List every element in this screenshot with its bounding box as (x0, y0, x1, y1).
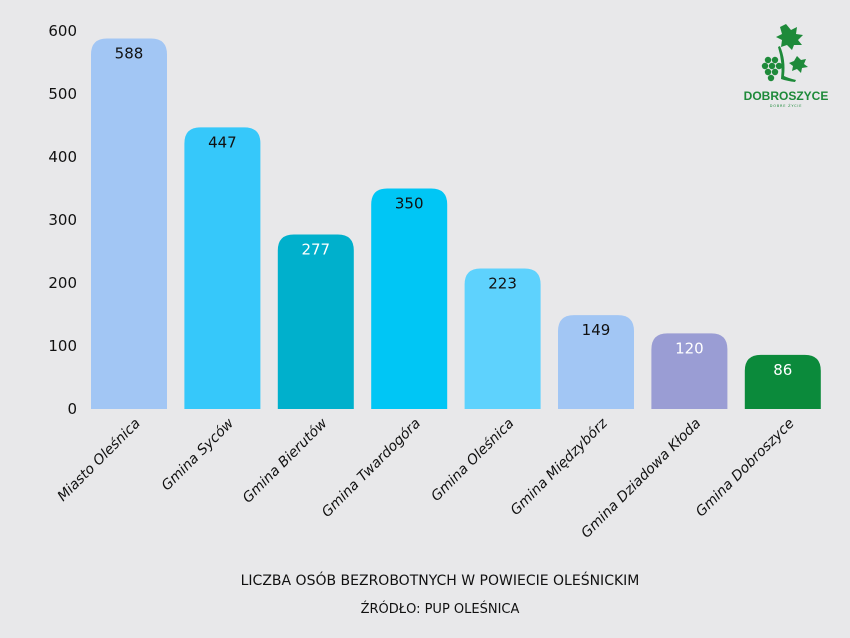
bar (464, 268, 541, 409)
data-label: 588 (115, 45, 144, 63)
logo: DOBROSZYCE DOBRE ŻYCIE (744, 24, 829, 108)
x-tick-label: Gmina Bierutów (240, 415, 331, 506)
logo-tagline: DOBRE ŻYCIE (770, 103, 802, 108)
chart-title: LICZBA OSÓB BEZROBOTNYCH W POWIECIE OLEŚ… (241, 571, 640, 589)
x-axis: Miasto Oleśnica Gmina Syców Gmina Bierutów… (55, 415, 798, 541)
bar (371, 188, 448, 409)
grape-vine-icon (761, 24, 808, 82)
bar (91, 38, 167, 410)
data-label: 86 (773, 361, 792, 379)
bar (744, 354, 821, 409)
x-tick-label: Gmina Syców (159, 415, 238, 494)
x-tick-label: Gmina Dobroszyce (693, 416, 798, 521)
x-tick-label: Gmina Oleśnica (428, 416, 517, 505)
data-label: 149 (582, 321, 611, 339)
logo-name: DOBROSZYCE (744, 89, 829, 103)
x-tick-label: Miasto Oleśnica (55, 416, 144, 505)
bar (184, 127, 261, 409)
y-axis: 0 100 200 300 400 500 600 (48, 22, 77, 418)
data-label: 120 (675, 339, 704, 357)
y-tick-label: 300 (48, 211, 77, 229)
y-tick-label: 100 (48, 337, 77, 355)
bar (558, 315, 634, 409)
bar (651, 333, 728, 409)
data-label: 350 (395, 195, 424, 213)
y-tick-label: 500 (48, 85, 77, 103)
chart-source: ŹRÓDŁO: PUP OLEŚNICA (361, 601, 520, 617)
y-tick-label: 0 (67, 400, 77, 418)
data-label: 447 (208, 133, 237, 151)
bars: 588 447 277 350 223 149 120 86 (91, 38, 821, 410)
data-label: 277 (301, 240, 330, 258)
x-tick-label: Gmina Międzybórz (508, 415, 612, 519)
y-tick-label: 400 (48, 148, 77, 166)
y-tick-label: 600 (48, 22, 77, 40)
data-label: 223 (488, 275, 517, 293)
bar (277, 234, 354, 409)
y-tick-label: 200 (48, 274, 77, 292)
x-tick-label: Gmina Twardogóra (319, 416, 424, 521)
